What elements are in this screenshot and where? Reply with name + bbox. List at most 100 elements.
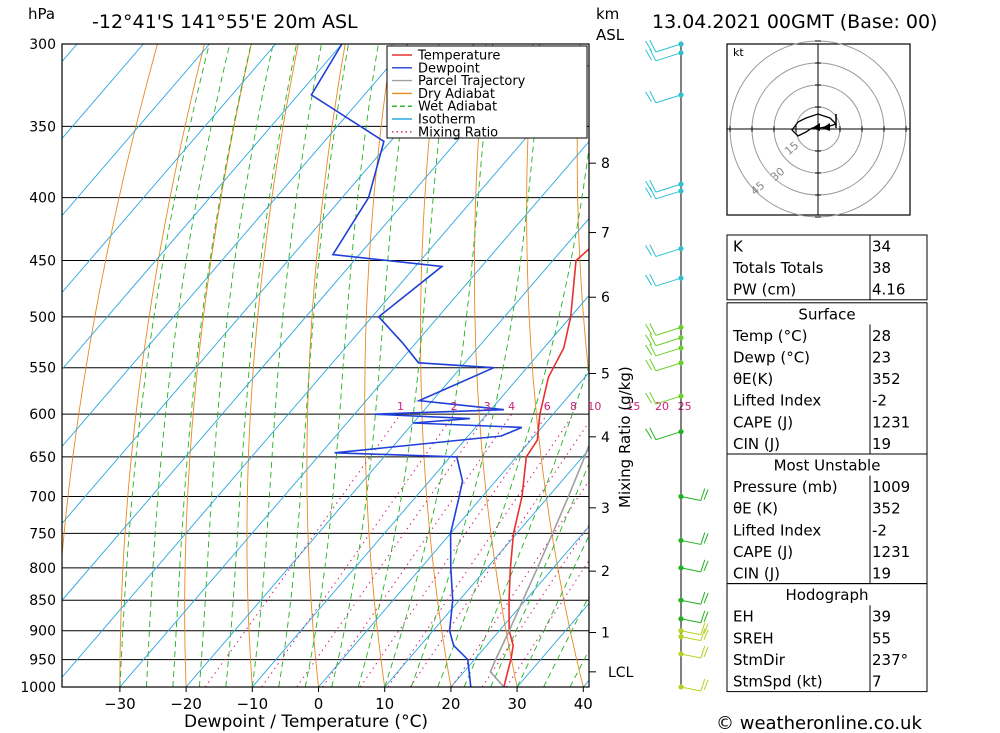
skewt-plot-area <box>62 44 1000 687</box>
wind-barb-shaft <box>680 630 701 636</box>
temperature-axis: −30 −20 −10 0 10 20 30 40 <box>104 687 593 713</box>
index-value: 55 <box>872 629 891 647</box>
dry-adiabat-line <box>474 44 518 687</box>
legend-label: Temperature <box>417 49 500 64</box>
index-label: StmDir <box>733 651 786 669</box>
isotherm-lines <box>62 44 589 687</box>
wind-barb-shaft <box>655 431 682 441</box>
x-tick-label: 0 <box>314 695 324 713</box>
wind-barb-shaft <box>680 653 701 659</box>
wind-barb-flag <box>700 628 706 641</box>
wind-barb-flag <box>700 559 706 572</box>
wind-barb-flag <box>649 391 657 405</box>
legend-label: Parcel Trajectory <box>418 74 526 89</box>
index-label: PW (cm) <box>733 281 796 299</box>
wet-adiabat-line <box>490 462 589 687</box>
wind-barb-flag <box>649 244 657 257</box>
credit-text: © weatheronline.co.uk <box>716 713 922 733</box>
pressure-tick-label: 650 <box>29 450 56 466</box>
wind-barb-shaft <box>655 337 682 347</box>
index-label: CAPE (J) <box>733 413 793 431</box>
sounding-profiles <box>310 44 589 687</box>
index-label: θE(K) <box>733 370 773 388</box>
height-axis: 8 7 6 5 4 3 2 1 LCL <box>589 156 634 681</box>
dry-adiabat-line <box>420 44 452 687</box>
mixing-ratio-line <box>359 413 548 687</box>
mixing-ratio-label: 25 <box>678 400 692 413</box>
pressure-tick-label: 750 <box>29 526 56 542</box>
wind-barb-flag <box>649 39 657 53</box>
isotherm-line <box>62 44 409 448</box>
index-value: 28 <box>872 327 891 345</box>
x-tick-label: −20 <box>170 695 202 713</box>
wet-adiabat-line <box>357 44 450 687</box>
mixing-ratio-line <box>505 559 589 687</box>
wind-barb-flag <box>645 187 653 199</box>
mixing-ratio-label: 3 <box>484 400 491 413</box>
wind-barb-shaft <box>655 190 682 200</box>
pressure-axis: 300 350 400 450 500 550 600 650 700 750 800 850 900 9… <box>20 37 56 696</box>
wind-barb-flag <box>703 533 709 544</box>
pressure-tick-label: 500 <box>29 310 56 326</box>
wet-adiabat-line <box>278 44 349 687</box>
mixing-ratio-label: 15 <box>626 400 640 413</box>
index-label: Pressure (mb) <box>733 478 838 496</box>
wind-barb-flag <box>703 646 709 658</box>
isotherm-line <box>251 294 589 687</box>
index-value: -2 <box>872 521 887 539</box>
height-tick-label: 7 <box>601 226 610 242</box>
height-unit-km: km <box>596 5 619 23</box>
index-value: 19 <box>872 565 891 583</box>
wind-barb-shaft <box>680 496 701 502</box>
wind-barb-flag <box>649 179 657 193</box>
mixing-ratio-line <box>296 413 488 687</box>
x-tick-label: 20 <box>441 695 460 713</box>
index-label: Totals Totals <box>732 259 824 277</box>
index-value: 4.16 <box>872 281 905 299</box>
pressure-tick-label: 800 <box>29 561 56 577</box>
index-label: EH <box>733 608 754 626</box>
wind-barb-shaft <box>655 94 682 104</box>
dry-adiabat-line <box>184 44 252 687</box>
wind-barb-flag <box>645 428 653 439</box>
wind-barb-shaft <box>680 618 701 624</box>
wet-adiabat-line <box>410 44 544 687</box>
wind-barb-flag <box>703 593 709 604</box>
mixing-ratio-label: 10 <box>587 400 601 413</box>
wind-barb-flag <box>649 48 657 62</box>
wind-barb-flag <box>700 532 706 545</box>
index-value: 1231 <box>872 413 910 431</box>
wet-adiabat-line <box>331 44 413 687</box>
index-value: 7 <box>872 673 882 691</box>
table-section-title: Hodograph <box>785 586 868 604</box>
dry-adiabat-line <box>908 44 1000 687</box>
wet-adiabat-line <box>516 534 589 687</box>
wind-barb-flag <box>703 611 709 622</box>
wind-barb-shaft <box>680 686 701 692</box>
wind-barb-flag <box>703 560 709 572</box>
mixing-ratio-lines <box>204 413 589 687</box>
wet-adiabat-line <box>119 44 210 687</box>
isotherm-line <box>62 44 343 371</box>
mixing-ratio-label: 4 <box>508 400 515 413</box>
x-tick-label: −30 <box>104 695 136 713</box>
mixing-ratio-label: 1 <box>397 400 404 413</box>
pressure-tick-label: 300 <box>29 37 56 53</box>
isotherm-line <box>62 44 541 602</box>
x-axis-title: Dewpoint / Temperature (°C) <box>184 712 428 732</box>
wind-barb-shaft <box>655 52 682 62</box>
wind-barb-flag <box>649 323 657 336</box>
wind-barb-flag <box>645 359 653 371</box>
wet-adiabat-line <box>543 595 589 687</box>
height-tick-label: 5 <box>601 367 610 383</box>
isotherm-line <box>62 63 589 679</box>
hodograph-trace <box>791 113 837 137</box>
datetime-title: 13.04.2021 00GMT (Base: 00) <box>652 11 937 33</box>
isobar-lines <box>62 44 589 687</box>
temperature-profile <box>503 247 589 687</box>
isotherm-line <box>450 525 589 687</box>
dry-adiabat-line <box>576 44 589 380</box>
index-label: θE (K) <box>733 500 778 518</box>
wind-barb-flag <box>645 334 653 346</box>
